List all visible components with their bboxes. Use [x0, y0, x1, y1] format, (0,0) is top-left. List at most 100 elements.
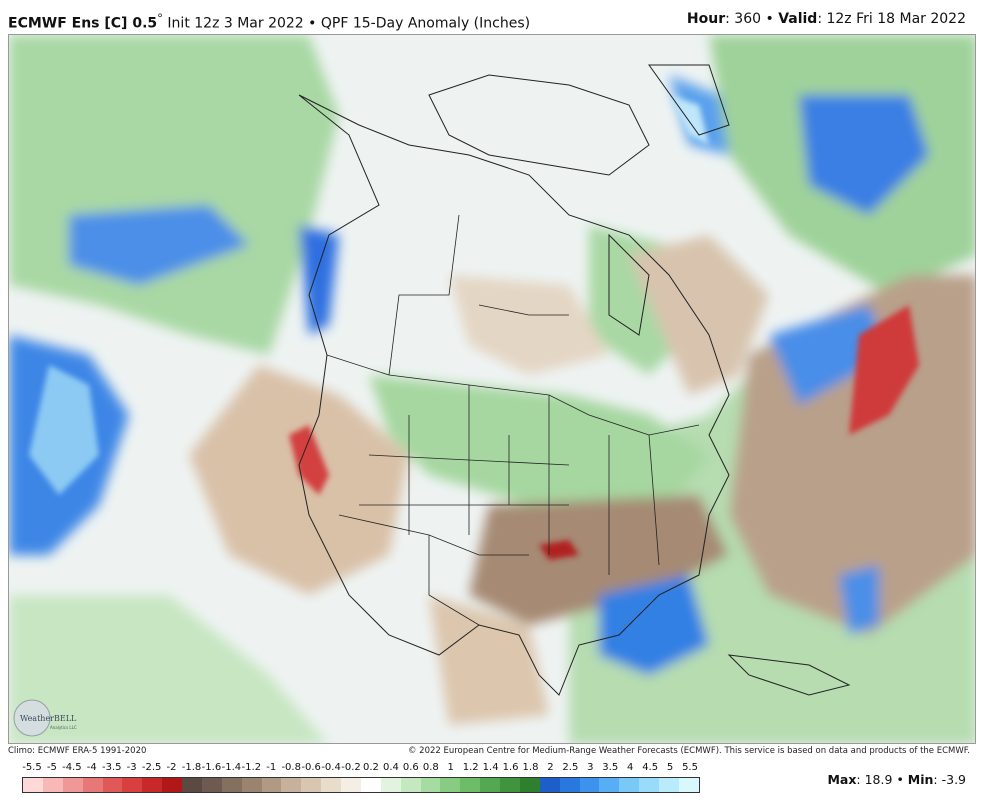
color-swatch [579, 778, 600, 792]
color-swatch [321, 778, 341, 792]
color-swatch [440, 778, 461, 792]
anomaly-map [8, 34, 976, 744]
borders [326, 214, 700, 626]
color-scale-label: -1.2 [241, 762, 262, 773]
color-scale-label: 4.5 [642, 762, 659, 773]
color-swatch [380, 778, 401, 792]
min-label: Min [907, 772, 934, 787]
color-swatch [400, 778, 421, 792]
color-scale: -5.5 -5 -4.5 -4 -3.5 -3 -2.5 -2 -1.8 -1.6 -1.4 -1.2… [22, 762, 700, 796]
color-swatch [241, 778, 262, 792]
color-scale-label: 0.2 [363, 762, 379, 773]
color-scale-label: -1.8 [181, 762, 202, 773]
map-canvas [9, 35, 975, 743]
climo-credit: Climo: ECMWF ERA-5 1991-2020 [8, 746, 147, 756]
color-scale-label: 1.2 [462, 762, 479, 773]
color-swatch [62, 778, 83, 792]
color-swatch [42, 778, 63, 792]
color-swatch [559, 778, 580, 792]
color-swatch [341, 778, 361, 792]
color-swatch [162, 778, 182, 792]
color-swatch [599, 778, 620, 792]
color-scale-label: -0.6 [301, 762, 321, 773]
color-scale-label: -4 [86, 762, 97, 773]
color-swatch [420, 778, 441, 792]
color-scale-label: 2 [547, 762, 554, 773]
color-scale-label: -1.6 [201, 762, 222, 773]
max-min-readout: Max: 18.9 • Min: -3.9 [827, 772, 966, 787]
header-separator: • [765, 11, 774, 27]
color-scale-label: 1 [447, 762, 454, 773]
header-title: ECMWF Ens [C] 0.5° Init 12z 3 Mar 2022 •… [8, 11, 530, 32]
color-scale-label: 4 [627, 762, 634, 773]
color-scale-label: -3.5 [101, 762, 122, 773]
degree-symbol: ° [157, 11, 163, 25]
color-swatch [678, 778, 699, 792]
color-swatch [480, 778, 500, 792]
init-time: Init 12z 3 Mar 2022 [167, 15, 304, 32]
color-scale-label: 2.5 [562, 762, 579, 773]
hour-value: : 360 [725, 11, 762, 27]
color-swatch [201, 778, 222, 792]
color-swatch [102, 778, 123, 792]
color-swatch [659, 778, 679, 792]
color-swatch [460, 778, 481, 792]
color-scale-label: 5 [666, 762, 674, 773]
max-value: : 18.9 [856, 772, 893, 787]
model-name: ECMWF Ens [C] 0.5 [8, 15, 158, 32]
hour-label: Hour [686, 11, 726, 27]
ecmwf-copyright: © 2022 European Centre for Medium-Range … [407, 746, 970, 756]
logo-subtext: Analytics LLC [50, 725, 77, 730]
map-header: ECMWF Ens [C] 0.5° Init 12z 3 Mar 2022 •… [0, 0, 984, 34]
color-swatch [142, 778, 163, 792]
product-name: QPF 15-Day Anomaly (Inches) [320, 15, 531, 32]
color-scale-bar [22, 777, 700, 793]
weatherbell-logo: WeatherBELL Analytics LLC [12, 696, 98, 740]
header-separator: • [308, 15, 317, 32]
color-scale-label: 0.8 [422, 762, 439, 773]
color-swatch [500, 778, 520, 792]
color-swatch [261, 778, 282, 792]
coastlines [298, 64, 851, 696]
color-swatch [221, 778, 242, 792]
min-value: : -3.9 [933, 772, 966, 787]
color-swatch [301, 778, 322, 792]
color-scale-labels: -5.5 -5 -4.5 -4 -3.5 -3 -2.5 -2 -1.8 -1.6 -1.4 -1.2… [22, 762, 700, 776]
color-scale-label: -1 [266, 762, 277, 773]
logo-text: WeatherBELL [20, 714, 77, 723]
color-scale-label: -1.4 [221, 762, 242, 773]
color-scale-label: 1.4 [482, 762, 499, 773]
color-scale-label: -0.2 [341, 762, 361, 773]
color-scale-label: -5 [46, 762, 57, 773]
color-scale-label: -0.8 [281, 762, 301, 773]
color-scale-label: 0.4 [382, 762, 399, 773]
valid-value: : 12z Fri 18 Mar 2022 [817, 11, 966, 27]
color-scale-label: 1.6 [502, 762, 519, 773]
color-scale-label: 0.6 [402, 762, 419, 773]
color-swatch [82, 778, 103, 792]
color-swatch [23, 778, 43, 792]
color-scale-label: -3 [126, 762, 137, 773]
color-swatch [519, 778, 540, 792]
color-swatch [122, 778, 143, 792]
color-swatch [281, 778, 302, 792]
valid-label: Valid [778, 11, 818, 27]
color-scale-label: -2.5 [141, 762, 162, 773]
color-swatch [639, 778, 659, 792]
max-label: Max [827, 772, 857, 787]
color-swatch [182, 778, 202, 792]
color-swatch [539, 778, 560, 792]
color-swatch [360, 778, 381, 792]
color-scale-label: -0.4 [321, 762, 341, 773]
color-scale-label: 1.8 [522, 762, 539, 773]
precip-field [9, 35, 975, 743]
header-valid: Hour: 360 • Valid: 12z Fri 18 Mar 2022 [687, 11, 966, 27]
color-scale-label: -5.5 [22, 762, 42, 773]
color-scale-label: -2 [166, 762, 177, 773]
color-scale-label: 3 [587, 762, 594, 773]
max-min-separator: • [896, 772, 904, 787]
color-scale-label: 5.5 [682, 762, 698, 773]
color-scale-label: 3.5 [602, 762, 619, 773]
color-swatch [619, 778, 640, 792]
color-scale-label: -4.5 [62, 762, 82, 773]
